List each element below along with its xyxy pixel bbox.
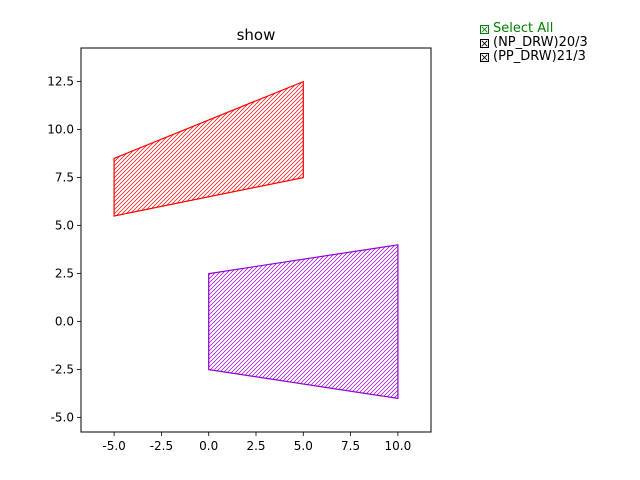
- y-tick-label: 5.0: [55, 219, 74, 233]
- legend-item-pp-drw[interactable]: (PP_DRW)21/3: [479, 50, 588, 64]
- y-tick-label: 12.5: [47, 75, 74, 89]
- x-axis: -5.0 -2.5 0.0 2.5 5.0 7.5 10.0: [102, 432, 411, 453]
- polygon-np-drw-20-3: [113, 80, 304, 217]
- plot-title: show: [237, 26, 276, 44]
- polygon-pp-drw-21-3: [208, 244, 399, 400]
- y-axis: -5.0 -2.5 0.0 2.5 5.0 7.5 10.0 12.5: [47, 75, 81, 425]
- x-tick-label: -5.0: [102, 439, 125, 453]
- select-all-label: Select All: [493, 21, 554, 36]
- x-tick-label: -2.5: [150, 439, 173, 453]
- select-all-toggle[interactable]: Select All: [479, 22, 588, 36]
- x-tick-label: 10.0: [385, 439, 412, 453]
- checkbox-icon[interactable]: [480, 52, 489, 62]
- x-tick-label: 5.0: [294, 439, 313, 453]
- y-tick-label: 2.5: [55, 267, 74, 281]
- legend-item-label: (PP_DRW)21/3: [493, 49, 586, 64]
- x-tick-label: 7.5: [341, 439, 360, 453]
- y-tick-label: 7.5: [55, 171, 74, 185]
- y-tick-label: -2.5: [51, 363, 74, 377]
- legend-item-label: (NP_DRW)20/3: [493, 35, 588, 50]
- x-tick-label: 2.5: [246, 439, 265, 453]
- legend-item-np-drw[interactable]: (NP_DRW)20/3: [479, 36, 588, 50]
- select-all-checkbox-icon[interactable]: [480, 24, 489, 34]
- legend-panel: Select All (NP_DRW)20/3 (PP_DRW)21/3: [479, 22, 588, 64]
- series-layer: [113, 80, 399, 400]
- x-tick-label: 0.0: [199, 439, 218, 453]
- checkbox-icon[interactable]: [480, 38, 489, 48]
- y-tick-label: 10.0: [47, 123, 74, 137]
- y-tick-label: 0.0: [55, 315, 74, 329]
- y-tick-label: -5.0: [51, 411, 74, 425]
